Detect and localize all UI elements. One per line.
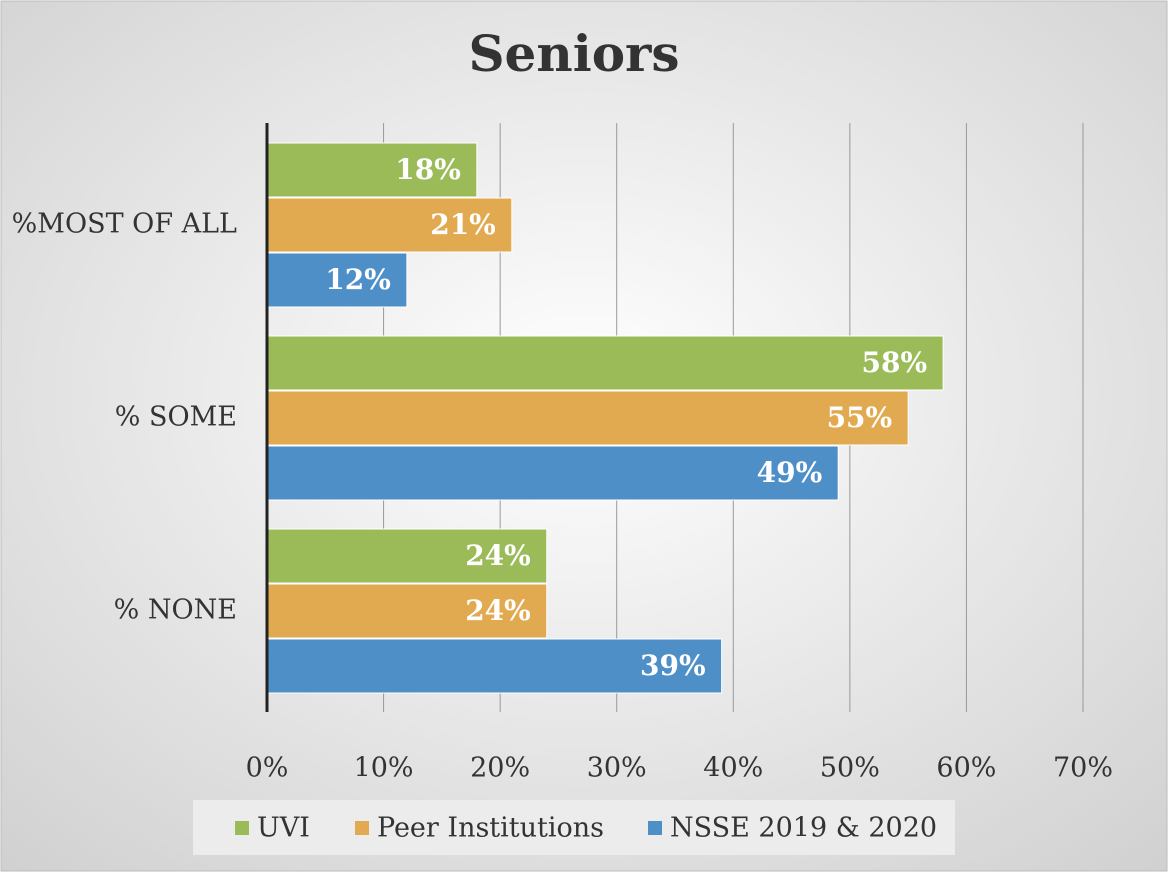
legend-swatch [235, 821, 249, 835]
legend-box [193, 800, 955, 855]
legend-label: Peer Institutions [377, 813, 604, 844]
y-tick-label: % NONE [114, 595, 237, 626]
bar [266, 528, 548, 584]
bar [266, 583, 548, 639]
data-label: 24% [465, 539, 531, 572]
y-tick-label: % SOME [115, 402, 237, 433]
bar [266, 335, 944, 391]
x-tick-label: 30% [587, 753, 647, 784]
bar [266, 445, 839, 501]
x-tick-label: 60% [936, 753, 996, 784]
legend-label: UVI [257, 813, 310, 844]
x-tick-label: 50% [820, 753, 880, 784]
bar [266, 252, 408, 308]
bar [266, 142, 478, 198]
x-tick-label: 70% [1053, 753, 1113, 784]
bar [266, 390, 909, 446]
legend-label: NSSE 2019 & 2020 [670, 813, 937, 844]
data-label: 39% [640, 649, 706, 682]
data-label: 12% [325, 263, 391, 296]
data-label: 24% [465, 594, 531, 627]
data-label: 21% [430, 208, 496, 241]
x-tick-label: 10% [354, 753, 414, 784]
x-tick-label: 20% [470, 753, 530, 784]
legend-swatch [355, 821, 369, 835]
data-label: 55% [827, 401, 893, 434]
y-tick-label: %MOST OF ALL [12, 209, 237, 240]
data-label: 58% [862, 346, 928, 379]
chart-title: Seniors [468, 24, 679, 83]
legend-swatch [648, 821, 662, 835]
x-tick-label: 40% [703, 753, 763, 784]
data-label: 49% [757, 456, 823, 489]
bar [266, 638, 723, 694]
data-label: 18% [395, 153, 461, 186]
x-tick-label: 0% [246, 753, 289, 784]
